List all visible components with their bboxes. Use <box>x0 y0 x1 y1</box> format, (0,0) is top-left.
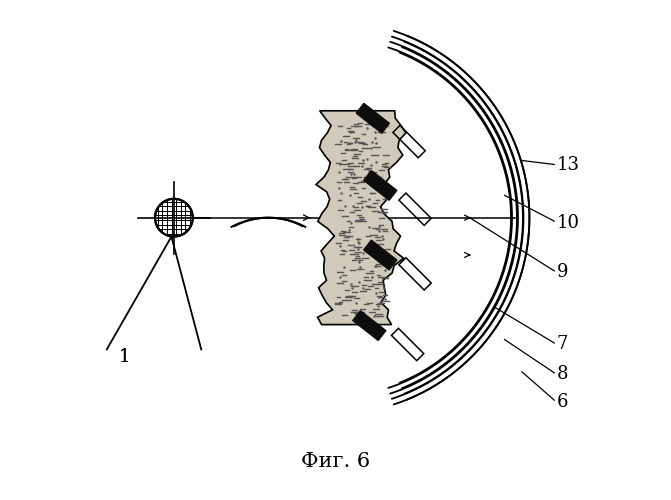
Text: 8: 8 <box>557 366 568 384</box>
Text: 6: 6 <box>557 392 568 410</box>
Polygon shape <box>364 170 397 200</box>
Text: Фиг. 6: Фиг. 6 <box>301 452 370 471</box>
Text: 13: 13 <box>557 156 580 174</box>
Polygon shape <box>356 104 389 133</box>
Circle shape <box>155 199 193 236</box>
Text: 9: 9 <box>557 264 568 281</box>
Text: 1: 1 <box>119 348 131 366</box>
Text: 7: 7 <box>557 336 568 353</box>
Polygon shape <box>353 310 386 340</box>
Text: 1: 1 <box>119 348 131 366</box>
Text: 10: 10 <box>557 214 580 232</box>
Polygon shape <box>316 111 406 324</box>
Polygon shape <box>364 240 397 270</box>
